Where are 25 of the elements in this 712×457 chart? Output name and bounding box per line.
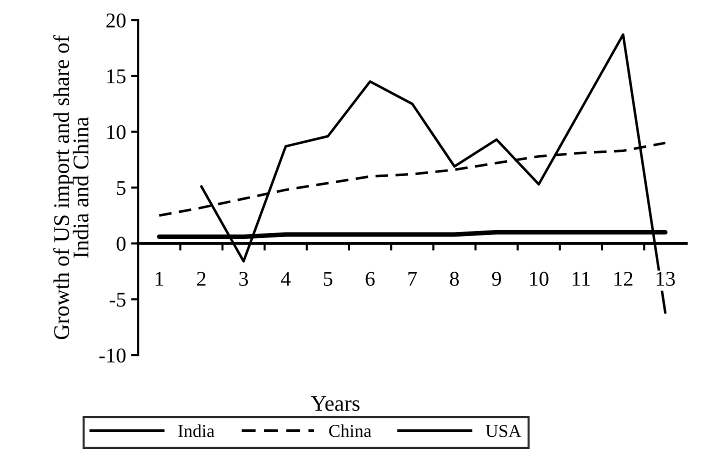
x-axis-title: Years bbox=[310, 396, 360, 411]
x-tick-label: 2 bbox=[197, 272, 206, 286]
y-tick-label: 10 bbox=[107, 125, 126, 140]
x-tick-label: 3 bbox=[239, 272, 248, 286]
x-tick-label: 12 bbox=[614, 272, 632, 286]
x-tick-label: 10 bbox=[530, 272, 548, 286]
x-tick-label: 11 bbox=[572, 272, 590, 286]
legend-label: USA bbox=[486, 424, 522, 438]
y-tick-label: 15 bbox=[107, 69, 126, 84]
y-tick-label: -10 bbox=[99, 348, 126, 363]
x-tick-label: 1 bbox=[156, 272, 164, 286]
x-tick-label: 5 bbox=[324, 272, 332, 286]
y-tick-label: 0 bbox=[116, 236, 126, 251]
legend-label: China bbox=[329, 424, 372, 438]
x-tick-label: 6 bbox=[366, 272, 375, 286]
y-tick-label: 5 bbox=[117, 181, 126, 196]
x-tick-label: 4 bbox=[280, 272, 291, 286]
x-tick-label: 9 bbox=[492, 272, 501, 286]
x-tick-label: 7 bbox=[408, 272, 417, 286]
y-tick-label: 20 bbox=[106, 13, 126, 28]
y-axis-title: Growth of US import and share of India and China bbox=[53, 35, 88, 340]
legend-label: India bbox=[178, 424, 214, 438]
x-tick-label: 8 bbox=[450, 272, 459, 286]
y-tick-label: -5 bbox=[110, 292, 126, 307]
x-tick-label: 13 bbox=[656, 272, 675, 286]
